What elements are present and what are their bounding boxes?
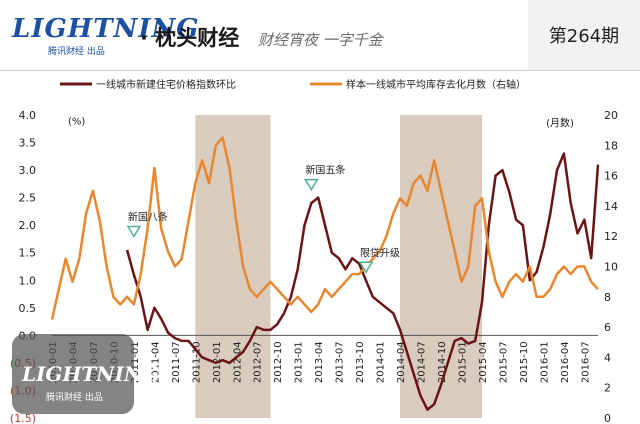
- x-tick-label: 2016-07: [580, 341, 591, 383]
- annotation-label: 新国五条: [305, 164, 345, 177]
- x-tick-label: 2013-04: [314, 341, 325, 383]
- y-tick-label-left: 3.5: [19, 137, 37, 150]
- x-tick-label: 2014-10: [437, 341, 448, 383]
- legend-label-series-2: 样本一线城市平均库存去化月数（右轴）: [346, 78, 526, 91]
- x-tick-label: 2014-01: [376, 341, 387, 383]
- y-tick-label-right: 6: [604, 321, 611, 334]
- y-tick-label-right: 0: [604, 412, 611, 424]
- watermark-subtitle: 腾讯财经 出品: [46, 393, 103, 403]
- y-tick-label-right: 12: [604, 230, 618, 243]
- annotation-marker: [126, 225, 142, 238]
- y-tick-label-left: 2.5: [19, 192, 37, 205]
- right-axis-unit: (月数): [546, 117, 574, 130]
- y-tick-label-right: 4: [604, 351, 611, 364]
- x-tick-label: 2013-10: [355, 341, 366, 383]
- y-tick-label-right: 2: [604, 382, 611, 395]
- x-tick-label: 2011-10: [191, 341, 202, 383]
- series-line-2: [50, 136, 599, 320]
- x-tick-label: 2012-07: [253, 341, 264, 383]
- logo-subtitle: 腾讯财经 出品: [48, 47, 105, 57]
- x-tick-label: 2013-07: [335, 341, 346, 383]
- issue-box: 第264期: [528, 0, 640, 70]
- y-tick-label-right: 8: [604, 291, 611, 304]
- shaded-period: [195, 115, 271, 418]
- y-tick-label-right: 18: [604, 139, 618, 152]
- y-tick-label-right: 10: [604, 261, 618, 274]
- lightning-logo: LIGHTNING: [12, 14, 200, 44]
- x-tick-label: 2015-01: [458, 341, 469, 383]
- y-tick-label-left: 4.0: [19, 109, 37, 122]
- left-axis-unit: (%): [68, 117, 85, 128]
- y-tick-label-left: (1.5): [10, 412, 36, 424]
- y-tick-label-right: 20: [604, 109, 618, 122]
- legend-label-series-1: 一线城市新建住宅价格指数环比: [96, 78, 236, 91]
- y-tick-label-right: 16: [604, 170, 618, 183]
- x-tick-label: 2011-04: [150, 341, 161, 383]
- x-tick-label: 2013-01: [294, 341, 305, 383]
- brand-name: · 枕头财经: [140, 26, 240, 50]
- y-tick-label-left: 0.5: [19, 302, 37, 315]
- x-tick-label: 2011-07: [171, 341, 182, 383]
- annotation-marker: [358, 261, 374, 274]
- watermark-logo: LIGHTNING: [22, 362, 160, 386]
- x-tick-label: 2015-07: [498, 341, 509, 383]
- annotation-label: 新国八条: [128, 210, 168, 223]
- x-tick-label: 2015-04: [478, 341, 489, 383]
- x-tick-label: 2014-04: [396, 341, 407, 383]
- x-tick-label: 2015-10: [519, 341, 530, 383]
- x-tick-label: 2016-04: [560, 341, 571, 383]
- x-tick-label: 2016-01: [539, 341, 550, 383]
- lightning-watermark: LIGHTNING 腾讯财经 出品: [12, 334, 159, 414]
- slogan: 财经宵夜 一字千金: [258, 31, 383, 49]
- y-tick-label-left: 1.0: [19, 274, 37, 287]
- y-tick-label-left: 2.0: [19, 219, 37, 232]
- issue-number: 第264期: [548, 26, 620, 47]
- x-tick-label: 2011-01: [130, 341, 141, 383]
- y-tick-label-right: 14: [604, 200, 618, 213]
- y-tick-label-left: 1.5: [19, 247, 37, 260]
- y-tick-label-left: 3.0: [19, 164, 37, 177]
- x-tick-label: 2012-04: [232, 341, 243, 383]
- header: LIGHTNING 腾讯财经 出品 · 枕头财经 财经宵夜 一字千金 第264期: [0, 0, 640, 71]
- annotation-label: 限贷升级: [360, 246, 400, 259]
- x-tick-label: 2014-07: [417, 341, 428, 383]
- x-tick-label: 2012-10: [273, 341, 284, 383]
- annotation-marker: [304, 178, 319, 192]
